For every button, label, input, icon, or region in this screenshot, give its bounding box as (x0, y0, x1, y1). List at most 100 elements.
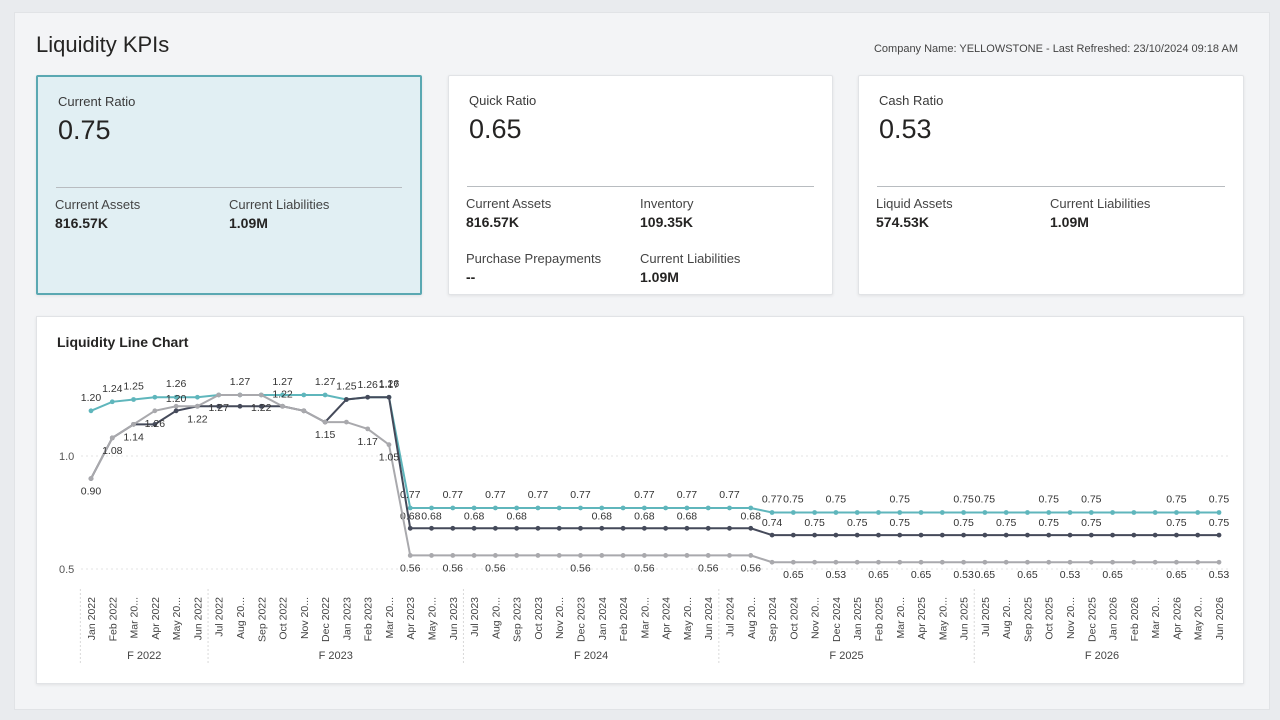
x-tick-label: Aug 20... (235, 597, 247, 639)
data-point (407, 553, 413, 558)
data-point (918, 559, 924, 565)
metric-current-assets: Current Assets 816.57K (55, 197, 140, 231)
x-tick-label: Dec 2023 (576, 597, 588, 642)
data-label: 0.75 (804, 517, 825, 529)
data-point (173, 394, 179, 400)
data-label: 0.75 (1209, 494, 1230, 506)
data-point (1216, 559, 1222, 565)
data-point (535, 505, 541, 511)
data-label: 0.65 (911, 569, 932, 581)
data-point (599, 505, 605, 511)
data-label: 0.56 (400, 562, 421, 574)
data-point (1195, 559, 1201, 565)
x-tick-label: Mar 20... (129, 597, 141, 638)
page-title: Liquidity KPIs (36, 32, 170, 57)
data-point (1152, 510, 1158, 515)
data-label: 0.75 (975, 494, 996, 506)
metric-current-liabilities: Current Liabilities 1.09M (1050, 196, 1150, 230)
series-line (90, 394, 1219, 564)
x-tick-label: May 20... (937, 597, 949, 640)
data-point (322, 419, 328, 425)
data-label: 1.26 (166, 378, 187, 390)
x-tick-label: Aug 20... (1001, 597, 1013, 639)
data-point (343, 397, 349, 402)
data-point (1003, 510, 1009, 515)
metric-value: -- (466, 269, 476, 285)
metric-inventory: Inventory 109.35K (640, 196, 693, 230)
metric-label: Current Assets (466, 196, 552, 211)
data-point (258, 392, 264, 398)
data-label: 0.65 (1166, 569, 1187, 581)
x-tick-label: Jun 2022 (192, 597, 204, 640)
data-point (790, 510, 796, 515)
x-tick-label: Mar 20... (384, 597, 396, 638)
data-point (1046, 559, 1052, 565)
metric-label: Current Liabilities (1050, 196, 1151, 211)
data-point (1110, 510, 1115, 515)
x-tick-label: Nov 20... (1065, 597, 1077, 639)
quick-ratio-card[interactable]: Quick Ratio 0.65 Current Assets 816.57K … (448, 75, 833, 295)
data-point (109, 399, 115, 405)
x-tick-label: Nov 20... (554, 597, 566, 639)
divider (467, 186, 814, 187)
data-label: 1.05 (379, 452, 400, 464)
data-label: 0.56 (570, 562, 591, 574)
data-label: 0.75 (953, 517, 974, 529)
x-tick-label: Mar 20... (639, 597, 651, 638)
x-tick-label: Jan 2022 (86, 597, 98, 640)
data-point (471, 525, 477, 531)
data-label: 1.22 (272, 388, 293, 400)
data-point (578, 553, 583, 558)
data-point (1067, 532, 1073, 538)
data-point (854, 510, 860, 515)
current-ratio-card[interactable]: Current Ratio 0.75 Current Assets 816.57… (36, 75, 422, 295)
liquidity-chart-card[interactable]: Liquidity Line Chart 1.0 0.5 1.20 1.24 1.25 1… (36, 316, 1244, 684)
data-label: 0.77 (400, 489, 421, 501)
data-label: 1.15 (315, 429, 336, 441)
data-point (173, 403, 179, 409)
data-point (1152, 559, 1158, 565)
data-point (939, 559, 945, 565)
liquidity-line-chart[interactable]: 1.00.51.201.24 1.25 1.26 1.27 1.27 1.27 1.25 1.… (37, 317, 1245, 685)
x-tick-label: Dec 2022 (320, 597, 332, 642)
data-label: 0.77 (570, 489, 591, 501)
data-label: 0.75 (953, 494, 974, 506)
x-tick-label: Dec 2025 (1086, 597, 1098, 642)
data-point (641, 505, 647, 511)
data-label: 1.17 (357, 436, 378, 448)
cash-ratio-card[interactable]: Cash Ratio 0.53 Liquid Assets 574.53K Cu… (858, 75, 1244, 295)
data-point (727, 553, 732, 558)
data-point (1195, 510, 1201, 515)
metric-value: 816.57K (55, 215, 108, 231)
x-tick-label: Jan 2024 (597, 597, 609, 640)
data-point (599, 553, 605, 558)
data-point (1131, 532, 1137, 538)
data-point (748, 525, 754, 531)
data-point (1046, 510, 1052, 515)
data-point (429, 553, 434, 558)
series-line (90, 394, 1219, 514)
kpi-value: 0.75 (58, 115, 111, 145)
data-point (578, 525, 583, 531)
data-label: 1.27 (208, 402, 229, 414)
data-point (876, 532, 881, 538)
data-label: 0.77 (719, 489, 740, 501)
x-tick-label: Sep 2023 (512, 597, 524, 642)
data-point (790, 532, 796, 538)
x-tick-label: Feb 2026 (1129, 597, 1141, 642)
metric-value: 816.57K (466, 214, 519, 230)
data-label: 1.26 (357, 379, 378, 391)
data-label: 0.68 (421, 510, 442, 522)
data-point (1025, 559, 1030, 565)
fiscal-group-label: F 2025 (829, 650, 863, 662)
x-tick-label: Apr 2026 (1171, 597, 1183, 640)
metric-current-assets: Current Assets 816.57K (466, 196, 551, 230)
data-point (216, 403, 222, 409)
data-point (684, 505, 690, 511)
data-label: 0.65 (1017, 569, 1038, 581)
data-point (429, 505, 434, 511)
data-point (705, 525, 711, 531)
data-point (939, 510, 945, 515)
data-label: 0.90 (81, 486, 102, 498)
data-label: 1.17 (379, 379, 400, 391)
